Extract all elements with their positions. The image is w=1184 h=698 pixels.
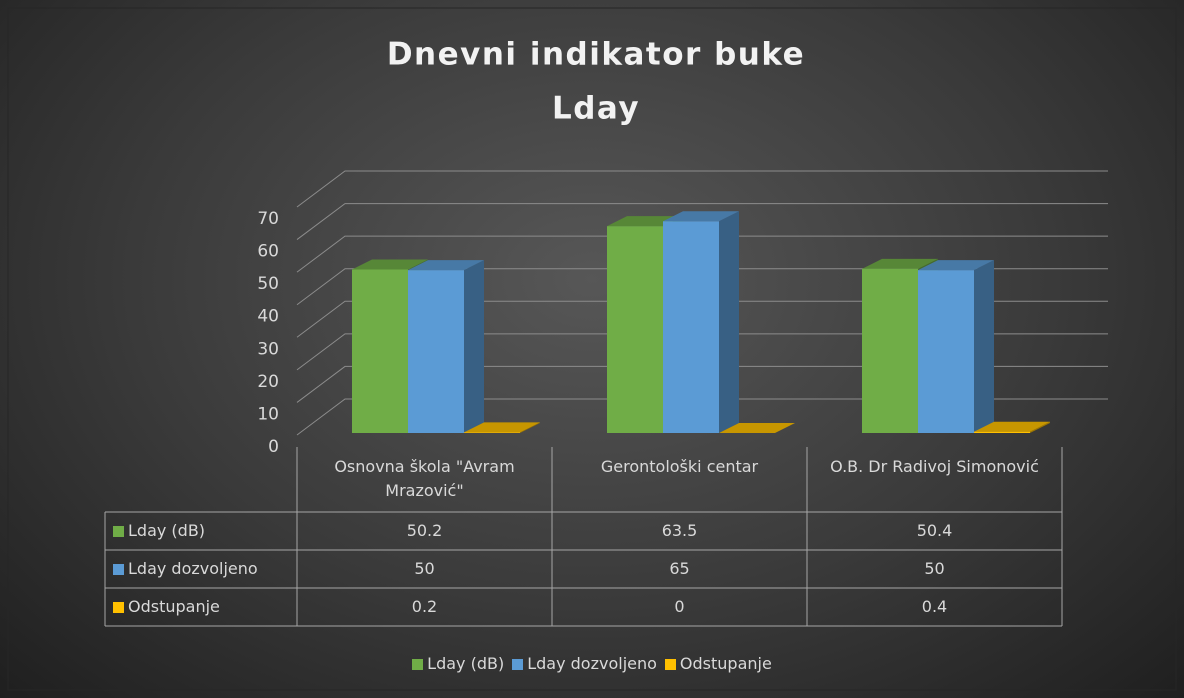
bar-side [974, 260, 994, 433]
table-value: 50 [924, 559, 945, 578]
legend-label: Lday (dB) [427, 654, 505, 673]
y-tick-label: 10 [257, 404, 279, 424]
table-series-label: Odstupanje [105, 588, 297, 626]
y-tick-label: 50 [257, 274, 279, 294]
bar-side [1030, 421, 1050, 433]
legend-item: Odstupanje [664, 652, 772, 676]
table-value: 0 [674, 597, 685, 616]
category-label: Osnovna škola "Avram Mrazović" [334, 457, 515, 500]
bar-side [719, 211, 739, 433]
bar-top [352, 259, 428, 270]
legend-item: Lday dozvoljeno [512, 652, 657, 676]
frame [7, 7, 1177, 691]
legend-key [664, 658, 676, 670]
table-value: 0.4 [921, 597, 948, 616]
grid-line [296, 235, 1108, 273]
y-tick-label: 70 [257, 209, 279, 229]
grid-line [296, 203, 1108, 240]
legend: Lday (dB) Lday dozvoljeno Odstupanje [0, 648, 1184, 680]
chart-subtitle: Lday [552, 91, 640, 127]
y-tick-label: 40 [257, 307, 279, 327]
table-series-label: Lday dozvoljeno [105, 550, 297, 588]
series-name: Lday (dB) [128, 521, 206, 540]
bar [408, 270, 464, 433]
legend-key [512, 658, 524, 670]
y-tick-label: 30 [257, 339, 279, 359]
bar-top [719, 423, 795, 433]
table-value: 65 [669, 559, 690, 578]
bar-top [663, 211, 739, 222]
legend-key [412, 658, 424, 670]
bar-side [520, 422, 540, 433]
bar-side [464, 260, 484, 433]
table-value: 50.2 [406, 521, 443, 540]
legend-label: Lday dozvoljeno [527, 654, 657, 673]
table-value: 50.4 [916, 521, 953, 540]
y-tick-label: 60 [257, 242, 279, 262]
bar-top [974, 421, 1050, 432]
bar-top [464, 422, 540, 433]
bar [918, 270, 974, 433]
category-label: Gerontološki centar [600, 457, 759, 476]
bar-top [408, 260, 484, 271]
bar-top [918, 260, 994, 271]
grid-line [296, 398, 1108, 436]
table-series-label: Lday (dB) [105, 512, 297, 550]
legend-item: Lday (dB) [412, 652, 504, 676]
y-tick-label: 20 [257, 372, 279, 392]
bar [974, 431, 1030, 433]
legend-key [113, 563, 124, 575]
y-tick-label: 0 [268, 437, 279, 457]
legend-key [113, 601, 124, 613]
grid-line [296, 365, 1108, 403]
bar [464, 432, 520, 433]
bar [352, 269, 408, 433]
table-value: 50 [414, 559, 435, 578]
bar [862, 268, 918, 433]
legend-label: Odstupanje [679, 654, 772, 673]
legend-key [113, 525, 124, 537]
grid-line [296, 268, 1108, 306]
bar [663, 221, 719, 433]
category-label: O.B. Dr Radivoj Simonović [830, 457, 1039, 476]
grid-line [296, 300, 1108, 338]
table-value: 63.5 [661, 521, 698, 540]
grid-line [296, 170, 1108, 208]
series-name: Lday dozvoljeno [128, 559, 258, 578]
chart-title: Dnevni indikator buke [387, 37, 805, 73]
bar-top [862, 258, 938, 269]
grid-line [296, 333, 1108, 371]
series-name: Odstupanje [128, 597, 220, 616]
bar [607, 226, 663, 433]
table-value: 0.2 [411, 597, 438, 616]
